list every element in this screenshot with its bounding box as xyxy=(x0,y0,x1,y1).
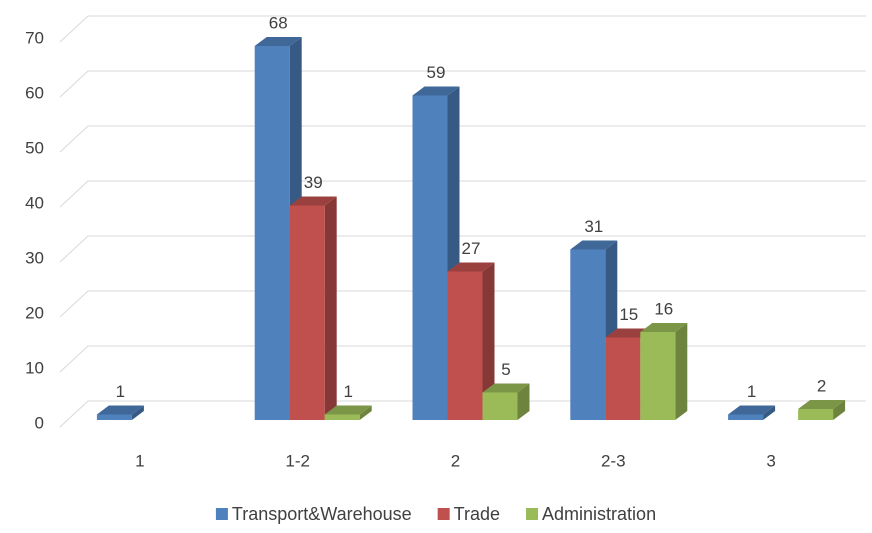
data-label: 16 xyxy=(654,299,673,318)
grid-line xyxy=(59,125,866,153)
bar xyxy=(798,400,846,420)
legend-label: Transport&Warehouse xyxy=(232,504,412,524)
data-label: 59 xyxy=(427,63,446,82)
bar xyxy=(728,405,776,420)
bar xyxy=(447,262,495,420)
bar-front xyxy=(412,95,448,420)
bar-top xyxy=(96,405,144,415)
legend-swatch xyxy=(437,508,450,520)
grid-line xyxy=(59,15,866,43)
bar-front xyxy=(447,271,483,420)
bar xyxy=(482,383,530,420)
bar-front xyxy=(96,414,132,420)
bar-front xyxy=(728,414,764,420)
bar-top xyxy=(324,405,372,415)
legend: Transport&Warehouse Trade Administration xyxy=(215,504,656,524)
bar xyxy=(254,37,302,420)
bar-front xyxy=(605,337,641,420)
data-label: 1 xyxy=(116,382,125,401)
y-tick-label: 50 xyxy=(25,138,44,157)
bar-front xyxy=(640,332,676,420)
bar xyxy=(96,405,144,420)
bar-front xyxy=(254,46,290,420)
y-tick-label: 70 xyxy=(25,28,44,47)
bar-top xyxy=(728,405,776,415)
x-tick-label: 3 xyxy=(766,451,775,470)
bar xyxy=(289,196,337,420)
data-label: 1 xyxy=(343,382,352,401)
y-tick-label: 30 xyxy=(25,248,44,267)
y-tick-label: 20 xyxy=(25,303,44,322)
data-label: 2 xyxy=(817,376,826,395)
x-tick-label: 1-2 xyxy=(285,451,310,470)
data-label: 31 xyxy=(584,217,603,236)
data-label: 27 xyxy=(462,239,481,258)
x-tick-label: 2 xyxy=(451,451,460,470)
grid-line xyxy=(59,70,866,98)
bar xyxy=(640,323,688,420)
x-tick-label: 2-3 xyxy=(601,451,626,470)
bar-top xyxy=(254,37,302,46)
data-label: 68 xyxy=(269,13,288,32)
bar-top xyxy=(447,262,495,272)
bar-side xyxy=(763,405,776,420)
bar-side xyxy=(675,323,688,420)
bar-front xyxy=(570,249,606,420)
bar-side xyxy=(131,405,144,420)
bar-side xyxy=(833,400,846,420)
y-tick-label: 0 xyxy=(35,413,44,432)
bar-top xyxy=(570,240,618,250)
bar-front xyxy=(324,414,360,420)
data-label: 1 xyxy=(747,382,756,401)
grid-line xyxy=(59,235,866,263)
x-tick-label: 1 xyxy=(135,451,144,470)
bar-front xyxy=(289,205,325,420)
bar-top xyxy=(640,323,688,332)
bar-top xyxy=(289,196,337,206)
bar-front xyxy=(798,409,834,420)
data-label: 5 xyxy=(501,360,510,379)
bar-front xyxy=(482,392,518,420)
y-tick-label: 60 xyxy=(25,83,44,102)
legend-label: Administration xyxy=(542,504,656,524)
legend-swatch xyxy=(526,508,539,520)
bar-side xyxy=(482,262,495,420)
bar-side xyxy=(324,196,337,420)
grid-line xyxy=(59,180,866,208)
legend-label: Trade xyxy=(454,504,500,524)
bar-top xyxy=(482,383,530,393)
y-tick-label: 40 xyxy=(25,193,44,212)
bar-side xyxy=(359,405,372,420)
bar-top xyxy=(412,86,460,96)
data-label: 39 xyxy=(304,173,323,192)
legend-swatch xyxy=(215,508,228,520)
data-label: 15 xyxy=(619,305,638,324)
bar-side xyxy=(517,383,530,420)
bar xyxy=(324,405,372,420)
y-tick-label: 10 xyxy=(25,358,44,377)
bar-top xyxy=(798,400,846,409)
